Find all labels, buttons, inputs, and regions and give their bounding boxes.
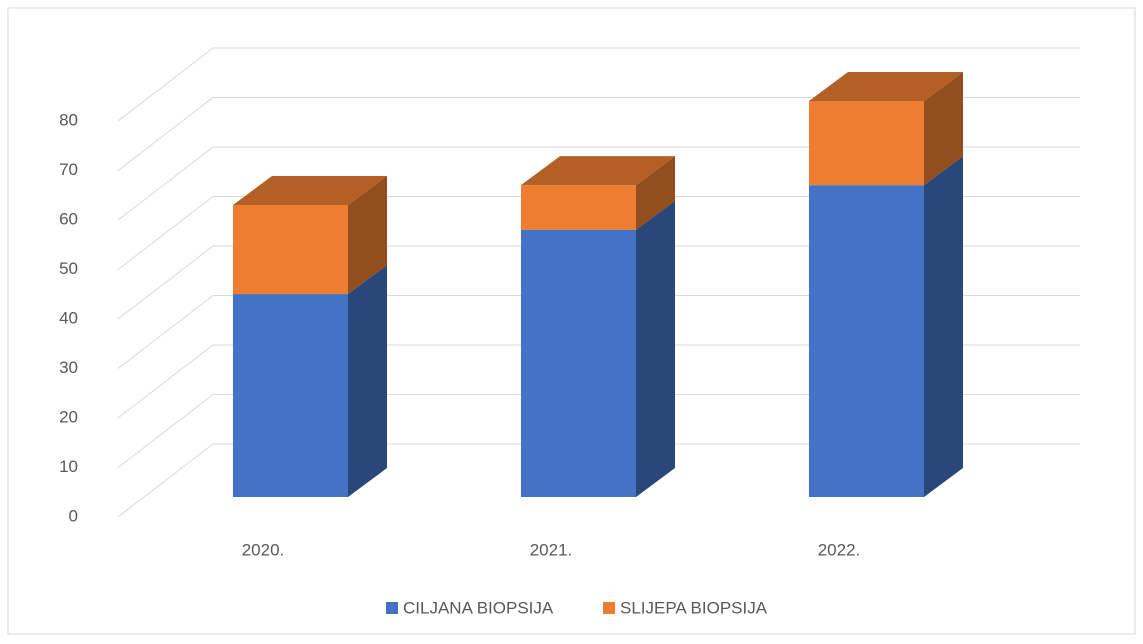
grid-diagonal: [117, 97, 214, 171]
y-tick-label: 40: [59, 308, 78, 327]
y-tick-label: 60: [59, 209, 78, 228]
legend-swatch: [603, 602, 615, 614]
legend-swatch: [386, 602, 398, 614]
y-tick-label: 10: [59, 457, 78, 476]
bar-side: [636, 200, 675, 497]
x-tick-label: 2020.: [242, 540, 285, 559]
bar-side: [924, 156, 963, 497]
bar-top: [233, 175, 387, 205]
grid-diagonal: [117, 146, 214, 221]
y-tick-label: 30: [59, 358, 78, 377]
bar-side: [636, 156, 675, 230]
bar: [233, 294, 348, 497]
grid-diagonal: [117, 47, 214, 122]
y-tick-label: 20: [59, 407, 78, 426]
y-tick-label: 70: [59, 160, 78, 179]
bar-side: [348, 175, 387, 295]
bar-top: [521, 156, 675, 186]
bar-side: [924, 72, 963, 186]
grid-diagonal: [117, 245, 214, 320]
grid-diagonal: [117, 344, 214, 419]
bar-top: [809, 72, 963, 101]
x-tick-label: 2021.: [530, 540, 573, 559]
y-tick-label: 80: [59, 110, 78, 129]
y-tick-label: 50: [59, 259, 78, 278]
legend-label: SLIJEPA BIOPSIJA: [620, 598, 768, 617]
grid-diagonal: [117, 443, 214, 518]
x-tick-label: 2022.: [818, 540, 861, 559]
bar: [809, 101, 924, 186]
grid-diagonal: [117, 394, 214, 468]
grid-diagonal: [117, 295, 214, 369]
bar: [521, 185, 636, 230]
grid-diagonal: [117, 196, 214, 270]
bar: [233, 204, 348, 295]
bar: [809, 185, 924, 497]
bar: [521, 229, 636, 497]
legend-label: CILJANA BIOPSIJA: [403, 598, 554, 617]
bar-side: [348, 265, 387, 497]
y-tick-label: 0: [69, 506, 78, 525]
